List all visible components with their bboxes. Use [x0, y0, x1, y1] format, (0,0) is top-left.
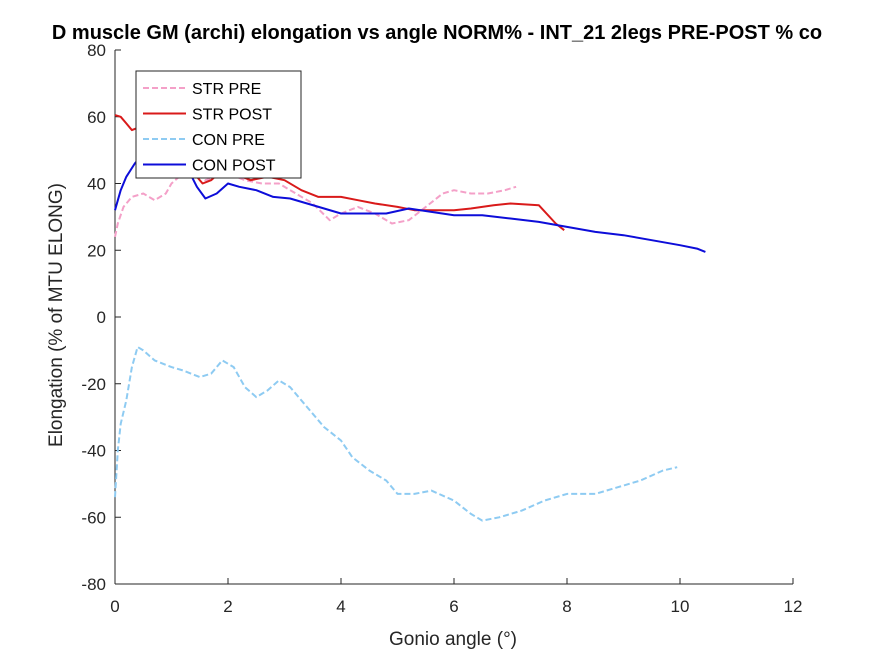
- x-tick-label: 2: [223, 597, 232, 616]
- y-tick-label: -60: [81, 508, 106, 527]
- x-tick-label: 6: [449, 597, 458, 616]
- legend-label: STR PRE: [192, 81, 261, 98]
- y-tick-label: 0: [97, 308, 106, 327]
- y-tick-label: 80: [87, 41, 106, 60]
- x-tick-label: 0: [110, 597, 119, 616]
- legend-label: CON PRE: [192, 132, 265, 149]
- y-tick-label: -20: [81, 375, 106, 394]
- legend: STR PRE STR POST CON PRE CON POST: [135, 70, 302, 179]
- y-axis-title: Elongation (% of MTU ELONG): [46, 183, 67, 447]
- series-line-str-pre: [114, 169, 517, 238]
- x-tick-label: 4: [336, 597, 345, 616]
- y-tick-label: -80: [81, 575, 106, 594]
- x-tick-label: 12: [784, 597, 803, 616]
- legend-label: CON POST: [192, 158, 276, 175]
- x-tick-label: 8: [562, 597, 571, 616]
- x-axis-title: Gonio angle (°): [389, 629, 517, 650]
- y-tick-label: 40: [87, 175, 106, 194]
- series-line-con-pre: [114, 346, 678, 522]
- y-tick-label: 20: [87, 241, 106, 260]
- y-tick-label: -40: [81, 442, 106, 461]
- legend-label: STR POST: [192, 107, 272, 124]
- chart-title: D muscle GM (archi) elongation vs angle …: [52, 22, 822, 44]
- y-tick-label: 60: [87, 108, 106, 127]
- x-tick-label: 10: [671, 597, 690, 616]
